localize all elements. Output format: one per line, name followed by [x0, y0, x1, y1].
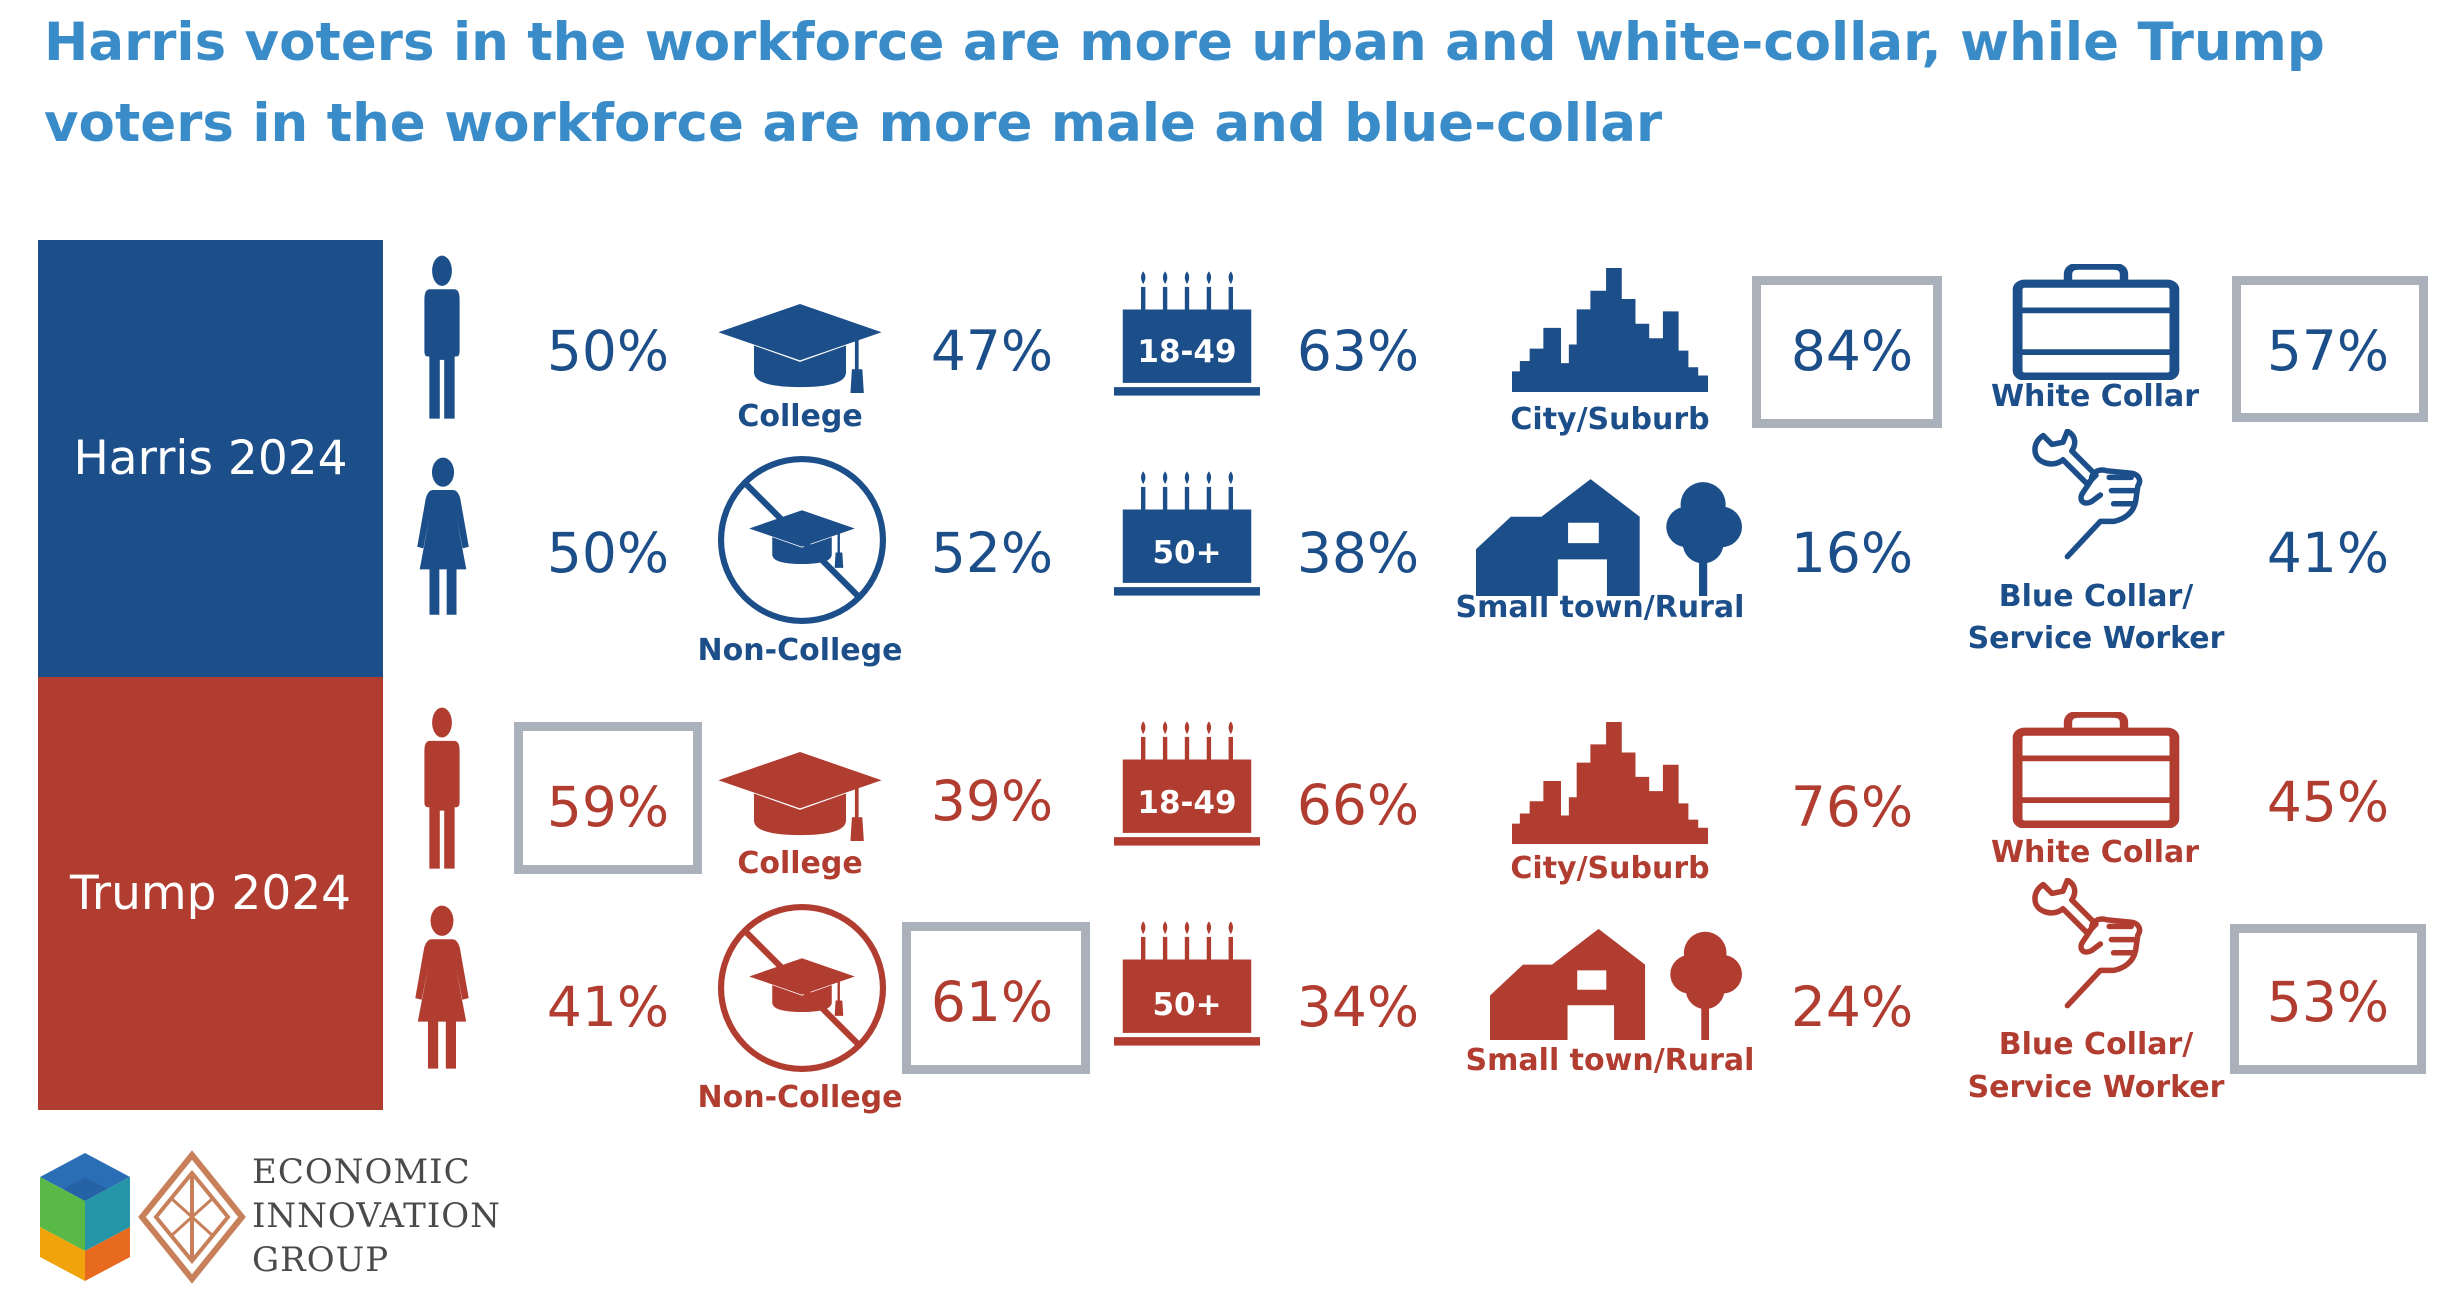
highlight-box	[902, 922, 1090, 1074]
harris-small-town-rural-value: 16%	[1790, 521, 1914, 585]
city-skyline-icon	[1512, 268, 1708, 392]
trump-age-18-49-value: 66%	[1296, 773, 1420, 837]
birthday-cake-icon	[1114, 470, 1260, 597]
logo-line-1: ECONOMIC	[252, 1152, 471, 1192]
harris-blue-collar-label-line2: Service Worker	[1967, 621, 2225, 656]
highlight-box	[514, 722, 702, 874]
graduation-cap-icon	[718, 752, 882, 844]
hand-wrench-icon	[2030, 876, 2162, 1012]
highlight-box	[2230, 924, 2426, 1074]
trump-blue-collar-label-line1: Blue Collar/	[1998, 1027, 2194, 1062]
harris-age-old-label: 50+	[1152, 535, 1222, 571]
no-graduation-cap-icon	[714, 452, 890, 628]
trump-non-college-value: 61%	[930, 970, 1054, 1034]
trump-blue-collar-value: 53%	[2266, 970, 2390, 1034]
harris-college-label: College	[737, 399, 863, 434]
harris-city-suburb-label: City/Suburb	[1510, 402, 1710, 437]
no-graduation-cap-icon	[714, 900, 890, 1076]
harris-small-town-rural-label: Small town/Rural	[1455, 590, 1745, 625]
barn-and-tree-icon	[1490, 924, 1742, 1040]
harris-female-value: 50%	[546, 521, 670, 585]
man-icon	[420, 254, 464, 422]
highlight-box	[1752, 276, 1942, 428]
harris-age-young-label: 18-49	[1137, 334, 1237, 370]
trump-college-value: 39%	[930, 769, 1054, 833]
trump-white-collar-value: 45%	[2266, 770, 2390, 834]
eig-logo-wordmark: ECONOMIC INNOVATION GROUP	[252, 1150, 501, 1282]
harris-age-50-plus-value: 38%	[1296, 521, 1420, 585]
harris-2024-label: Harris 2024	[38, 240, 383, 677]
barn-and-tree-icon	[1476, 474, 1742, 596]
man-icon	[420, 706, 464, 872]
birthday-cake-icon	[1114, 920, 1260, 1047]
trump-small-town-rural-label: Small town/Rural	[1465, 1043, 1755, 1078]
trump-white-collar-label: White Collar	[1990, 835, 2200, 870]
chart-title: Harris voters in the workforce are more …	[44, 12, 2325, 154]
logo-line-3: GROUP	[252, 1240, 390, 1280]
harris-male-value: 50%	[546, 319, 670, 383]
graduation-cap-icon	[718, 304, 882, 396]
trump-2024-label: Trump 2024	[38, 677, 383, 1110]
city-skyline-icon	[1512, 722, 1708, 844]
briefcase-icon	[2012, 264, 2180, 380]
harris-white-collar-label: White Collar	[1990, 379, 2200, 414]
trump-city-suburb-value: 76%	[1790, 775, 1914, 839]
harris-blue-collar-value: 41%	[2266, 521, 2390, 585]
harris-non-college-value: 52%	[930, 521, 1054, 585]
birthday-cake-icon	[1114, 720, 1260, 847]
trump-college-label: College	[737, 846, 863, 881]
harris-college-value: 47%	[930, 319, 1054, 383]
harris-city-suburb-value: 84%	[1790, 319, 1914, 383]
trump-age-young-label: 18-49	[1137, 785, 1237, 821]
trump-male-value: 59%	[546, 775, 670, 839]
trump-city-suburb-label: City/Suburb	[1510, 851, 1710, 886]
logo-line-2: INNOVATION	[252, 1196, 501, 1236]
trump-age-50-plus-value: 34%	[1296, 975, 1420, 1039]
harris-white-collar-value: 57%	[2266, 319, 2390, 383]
eig-logo	[30, 1147, 255, 1287]
harris-non-college-label: Non-College	[697, 633, 903, 668]
briefcase-icon	[2012, 712, 2180, 828]
trump-non-college-label: Non-College	[697, 1080, 903, 1115]
trump-small-town-rural-value: 24%	[1790, 975, 1914, 1039]
hand-wrench-icon	[2030, 428, 2162, 562]
woman-icon	[414, 904, 470, 1072]
trump-age-old-label: 50+	[1152, 987, 1222, 1023]
woman-icon	[416, 456, 470, 618]
highlight-box	[2232, 276, 2428, 422]
harris-blue-collar-label-line1: Blue Collar/	[1998, 579, 2194, 614]
harris-age-18-49-value: 63%	[1296, 319, 1420, 383]
trump-blue-collar-label-line2: Service Worker	[1967, 1070, 2225, 1105]
trump-female-value: 41%	[546, 975, 670, 1039]
